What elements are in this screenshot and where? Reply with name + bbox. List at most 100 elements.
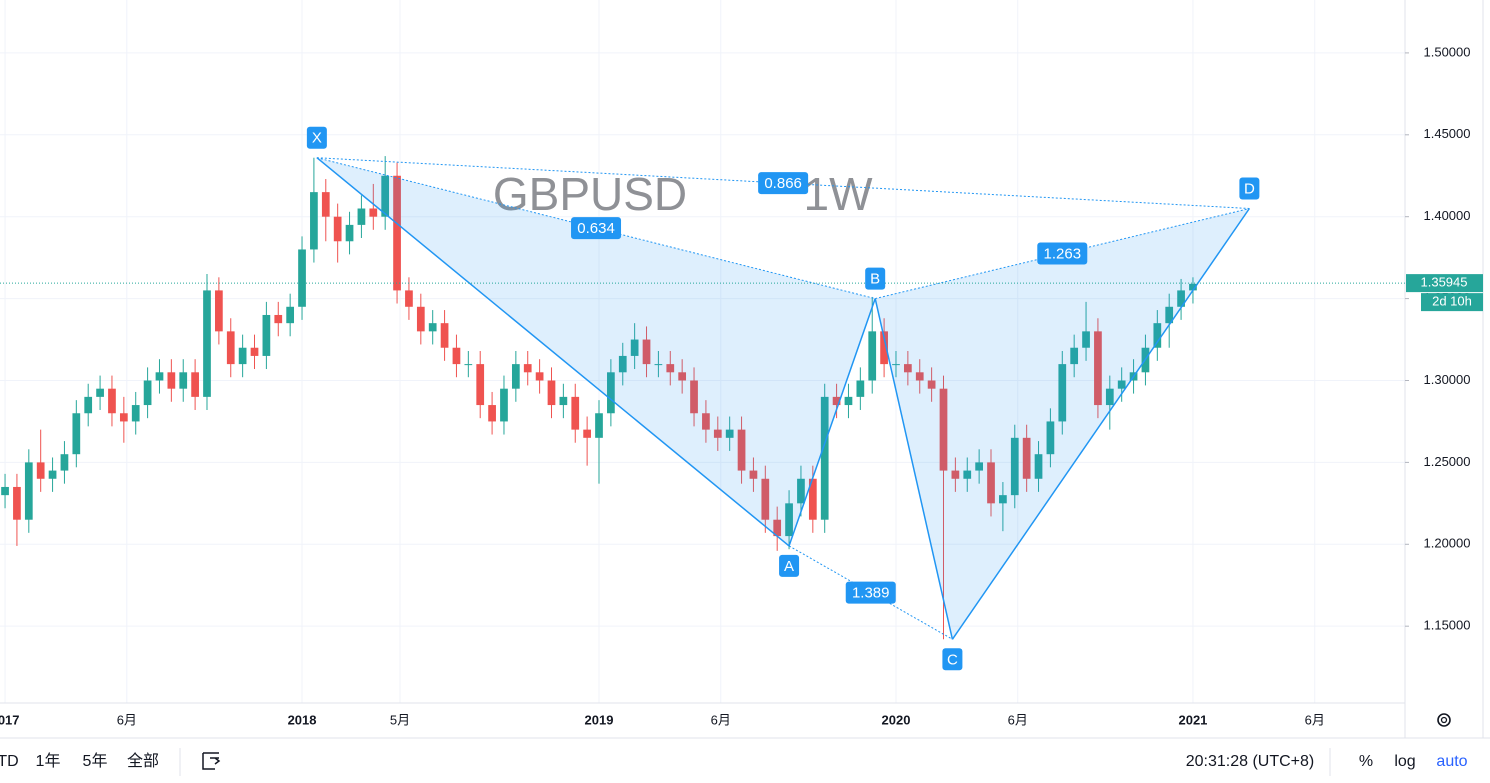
- ratio-label: 0.866: [764, 175, 802, 192]
- candle-body: [702, 413, 710, 430]
- candle-body: [892, 364, 900, 366]
- y-tick-label: 1.45000: [1424, 126, 1471, 141]
- ratio-label: 1.389: [852, 585, 890, 602]
- candle-body: [654, 364, 663, 366]
- watermark-symbol: GBPUSD: [493, 168, 687, 220]
- candle-body: [13, 486, 21, 520]
- candle-body: [963, 470, 972, 479]
- candle-body: [48, 470, 57, 479]
- candle-body: [797, 478, 805, 504]
- candle-body: [96, 388, 104, 397]
- candle-body: [773, 519, 782, 537]
- candle-body: [713, 429, 722, 438]
- candle-body: [856, 380, 865, 397]
- point-label: A: [784, 558, 794, 575]
- y-tick-label: 1.15000: [1424, 618, 1471, 633]
- candle-body: [203, 290, 211, 397]
- candle-body: [428, 323, 437, 332]
- candle-body: [880, 331, 888, 365]
- pattern-fill: [875, 208, 1250, 640]
- candle-body: [357, 208, 366, 225]
- candle-body: [250, 347, 259, 356]
- candle-body: [1105, 388, 1114, 406]
- scale-option[interactable]: %: [1359, 753, 1373, 770]
- pattern-leg: [316, 157, 790, 547]
- point-label: X: [312, 130, 322, 147]
- y-tick-label: 1.25000: [1424, 454, 1471, 469]
- point-box: [779, 554, 800, 577]
- candle-body: [868, 331, 877, 381]
- y-tick-label: 1.30000: [1424, 372, 1471, 387]
- point-box: [942, 648, 963, 671]
- pattern-leg: [874, 298, 954, 640]
- toolbar: TD 1年 5年 全部 20:31:28 (UTC+8) % log auto: [0, 748, 1468, 776]
- x-tick-label: 6月: [1305, 712, 1325, 727]
- candle-body: [903, 364, 912, 373]
- settings-icon[interactable]: [1437, 713, 1451, 727]
- candle-body: [951, 470, 960, 479]
- candle-body: [262, 314, 271, 356]
- candle-body: [274, 314, 283, 324]
- candle-body: [155, 372, 164, 381]
- candle-body: [915, 372, 924, 381]
- date-range-icon[interactable]: [202, 752, 221, 770]
- range-button[interactable]: 1年: [36, 752, 61, 770]
- range-button[interactable]: TD: [0, 753, 19, 770]
- candle-body: [1046, 421, 1055, 455]
- point-label: D: [1244, 180, 1255, 197]
- candle-body: [286, 306, 295, 324]
- x-tick-label: 2018: [288, 712, 317, 727]
- ratio-box: [1037, 242, 1088, 265]
- candle-body: [500, 388, 508, 422]
- candle-body: [405, 290, 413, 307]
- candle-body: [618, 355, 627, 373]
- x-tick-label: 5月: [390, 712, 410, 727]
- candle-body: [1, 486, 9, 496]
- candle-body: [749, 470, 758, 479]
- candle-body: [238, 347, 247, 365]
- candle-body: [844, 396, 853, 406]
- candle-body: [60, 454, 69, 471]
- pattern-leg: [788, 298, 876, 547]
- candle-body: [607, 372, 615, 414]
- x-tick-label: 2017: [0, 712, 20, 727]
- ratio-box: [758, 172, 809, 195]
- candle-body: [1034, 454, 1043, 479]
- point-label: C: [947, 651, 958, 668]
- x-tick-label: 2019: [585, 712, 614, 727]
- candle-body: [559, 396, 568, 406]
- candle-body: [143, 380, 152, 406]
- candle-body: [1010, 437, 1019, 496]
- range-button[interactable]: 5年: [83, 752, 108, 770]
- scale-option[interactable]: log: [1394, 753, 1415, 770]
- candle-body: [1070, 347, 1079, 365]
- candle-body: [476, 364, 485, 406]
- candle-body: [191, 372, 199, 397]
- candle-body: [987, 462, 995, 504]
- candle-body: [333, 216, 342, 242]
- candle-body: [571, 396, 580, 430]
- candle-body: [1117, 380, 1126, 389]
- candle-body: [310, 192, 318, 250]
- plot-area: [1, 156, 1251, 640]
- candle-body: [535, 372, 544, 381]
- ratio-box: [845, 581, 896, 604]
- candle-body: [345, 224, 354, 242]
- pattern-fill: [316, 157, 876, 546]
- countdown-box: [1421, 293, 1483, 312]
- candle-body: [1153, 323, 1162, 348]
- candle-body: [927, 380, 936, 389]
- candle-body: [452, 347, 461, 365]
- candle-body: [975, 462, 983, 471]
- candle-body: [416, 306, 425, 332]
- candle-body: [393, 175, 401, 291]
- scale-option[interactable]: auto: [1436, 753, 1467, 770]
- candle-body: [84, 396, 93, 414]
- candle-body: [464, 364, 473, 366]
- range-button[interactable]: 全部: [127, 752, 159, 770]
- candle-body: [72, 413, 81, 455]
- candle-body: [785, 503, 793, 537]
- candle-body: [1177, 290, 1185, 307]
- candle-body: [36, 462, 45, 479]
